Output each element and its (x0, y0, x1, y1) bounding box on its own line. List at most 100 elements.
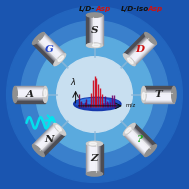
Polygon shape (132, 126, 154, 148)
Polygon shape (15, 91, 45, 92)
Text: Asp: Asp (95, 6, 111, 12)
Polygon shape (144, 101, 174, 102)
Polygon shape (124, 33, 146, 55)
Text: ?: ? (137, 136, 143, 144)
Polygon shape (86, 15, 88, 45)
Polygon shape (42, 34, 64, 56)
Polygon shape (95, 15, 97, 45)
Ellipse shape (86, 141, 103, 146)
Polygon shape (131, 126, 153, 149)
Polygon shape (130, 39, 152, 61)
Polygon shape (15, 101, 45, 102)
Polygon shape (125, 133, 147, 155)
Polygon shape (43, 134, 65, 156)
Polygon shape (97, 15, 98, 45)
Polygon shape (40, 131, 63, 153)
Polygon shape (131, 40, 153, 63)
Text: L/D-: L/D- (79, 6, 95, 12)
Polygon shape (144, 98, 174, 100)
Polygon shape (134, 43, 156, 65)
Polygon shape (128, 37, 150, 59)
Polygon shape (91, 144, 92, 174)
Polygon shape (144, 92, 174, 94)
Polygon shape (33, 124, 56, 146)
Polygon shape (36, 126, 58, 149)
Ellipse shape (92, 44, 100, 47)
Polygon shape (37, 39, 59, 61)
Polygon shape (38, 129, 60, 151)
Polygon shape (144, 89, 174, 91)
Polygon shape (132, 41, 154, 63)
Ellipse shape (145, 145, 156, 156)
Polygon shape (124, 133, 146, 156)
Polygon shape (129, 38, 151, 60)
Polygon shape (133, 125, 155, 147)
Polygon shape (91, 15, 92, 45)
Ellipse shape (33, 145, 44, 156)
Polygon shape (40, 36, 63, 58)
Circle shape (21, 21, 168, 168)
Ellipse shape (86, 172, 103, 176)
Ellipse shape (141, 86, 146, 102)
Ellipse shape (172, 86, 176, 102)
Polygon shape (144, 100, 174, 101)
Text: Asp: Asp (147, 6, 163, 12)
Polygon shape (38, 129, 60, 151)
Ellipse shape (43, 86, 48, 102)
Polygon shape (39, 130, 61, 152)
Polygon shape (144, 95, 174, 97)
Polygon shape (15, 89, 45, 91)
Ellipse shape (125, 128, 131, 133)
Polygon shape (41, 132, 63, 154)
Polygon shape (129, 129, 151, 151)
Text: N: N (44, 136, 54, 144)
Circle shape (2, 2, 187, 187)
Polygon shape (15, 97, 45, 98)
Polygon shape (15, 95, 45, 97)
Text: A: A (26, 90, 34, 99)
Polygon shape (144, 94, 174, 95)
Ellipse shape (58, 56, 64, 61)
Polygon shape (131, 40, 153, 62)
Polygon shape (133, 124, 156, 146)
Polygon shape (41, 35, 63, 57)
Polygon shape (40, 131, 62, 153)
Polygon shape (15, 98, 45, 100)
Polygon shape (15, 86, 45, 88)
Polygon shape (126, 35, 148, 57)
Polygon shape (36, 127, 58, 149)
Polygon shape (15, 100, 45, 101)
Ellipse shape (128, 58, 133, 64)
Polygon shape (101, 15, 102, 45)
Circle shape (7, 7, 182, 182)
Polygon shape (97, 144, 98, 174)
Text: G: G (45, 45, 53, 53)
Polygon shape (101, 144, 102, 174)
Polygon shape (128, 130, 150, 152)
Circle shape (36, 36, 153, 153)
Polygon shape (88, 15, 89, 45)
Polygon shape (133, 43, 156, 65)
Polygon shape (33, 124, 55, 146)
Text: S: S (91, 26, 98, 35)
Polygon shape (129, 129, 151, 151)
Ellipse shape (86, 43, 103, 48)
Polygon shape (15, 92, 45, 94)
Ellipse shape (123, 123, 135, 135)
Polygon shape (34, 125, 56, 147)
Ellipse shape (74, 97, 121, 111)
Polygon shape (86, 144, 88, 174)
Polygon shape (36, 40, 58, 63)
Polygon shape (129, 38, 151, 60)
Polygon shape (95, 144, 97, 174)
Polygon shape (100, 15, 101, 45)
Ellipse shape (80, 99, 109, 104)
Polygon shape (133, 42, 155, 64)
Polygon shape (15, 88, 45, 89)
Polygon shape (98, 144, 100, 174)
Polygon shape (94, 15, 95, 45)
Text: D: D (136, 45, 144, 53)
Polygon shape (134, 124, 156, 146)
Polygon shape (43, 133, 65, 156)
Ellipse shape (33, 33, 44, 44)
